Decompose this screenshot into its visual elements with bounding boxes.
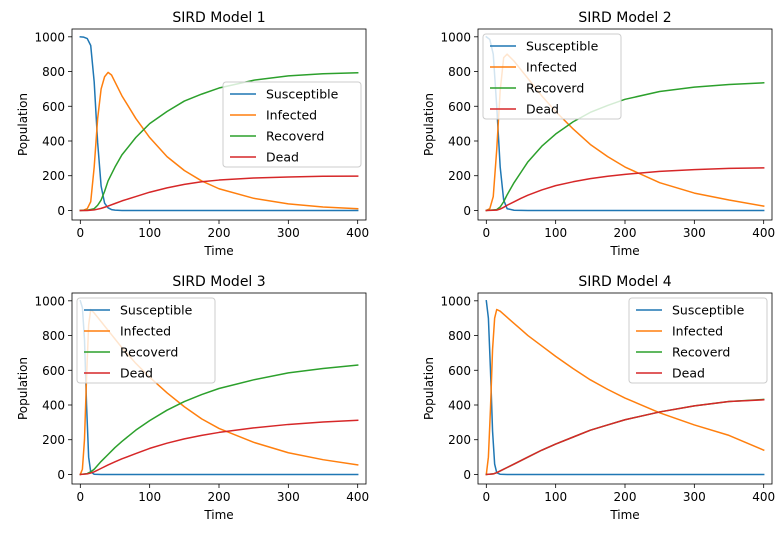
y-tick-label: 800 [448, 329, 471, 343]
series-line-recoverd [485, 82, 765, 212]
y-tick-label: 600 [448, 364, 471, 378]
x-tick-label: 400 [752, 490, 775, 504]
series-line-recoverd [79, 71, 359, 212]
series-line-dead [485, 399, 765, 476]
legend-box [76, 297, 216, 384]
y-tick-label: 800 [448, 65, 471, 79]
legend-label: Dead [120, 366, 153, 381]
y-tick-label: 800 [42, 65, 65, 79]
series-group [79, 35, 359, 212]
legend-box [222, 81, 362, 168]
legend: Susceptible Infected Recoverd Dead [628, 297, 768, 384]
chart-panel-1: 0 100 200 300 400 0 200 400 600 800 1000 SIRD Model… [16, 10, 369, 258]
y-tick-label: 0 [57, 204, 65, 218]
y-tick-label: 200 [448, 433, 471, 447]
x-tick-label: 300 [277, 226, 300, 240]
x-tick-label: 200 [208, 490, 231, 504]
x-tick-label: 400 [346, 226, 369, 240]
series-line-recoverd [79, 364, 359, 476]
y-tick-label: 0 [463, 204, 471, 218]
x-tick-label: 100 [544, 490, 567, 504]
legend-label: Dead [266, 150, 299, 165]
x-tick-label: 200 [614, 226, 637, 240]
y-tick-label: 1000 [440, 30, 471, 44]
x-tick-label: 0 [483, 226, 491, 240]
x-tick-label: 100 [138, 490, 161, 504]
y-axis-label: Population [16, 93, 30, 156]
x-axis-label: Time [609, 244, 639, 258]
series-line-infected [485, 308, 765, 476]
legend-label: Infected [672, 324, 723, 339]
y-tick-label: 600 [42, 364, 65, 378]
series-group [485, 299, 765, 476]
legend-label: Recoverd [120, 345, 178, 360]
x-tick-label: 200 [208, 226, 231, 240]
x-axis-label: Time [609, 508, 639, 522]
y-tick-label: 800 [42, 329, 65, 343]
legend-label: Susceptible [672, 303, 745, 318]
x-tick-label: 100 [544, 226, 567, 240]
y-tick-label: 400 [42, 398, 65, 412]
y-tick-label: 0 [57, 468, 65, 482]
y-tick-label: 600 [448, 100, 471, 114]
y-tick-label: 400 [448, 134, 471, 148]
x-tick-label: 300 [683, 490, 706, 504]
x-axis-label: Time [203, 508, 233, 522]
x-tick-label: 0 [77, 490, 85, 504]
x-axis-label: Time [203, 244, 233, 258]
y-tick-label: 200 [42, 169, 65, 183]
x-tick-label: 400 [346, 490, 369, 504]
legend-label: Infected [526, 60, 577, 75]
legend-label: Dead [672, 366, 705, 381]
x-tick-label: 300 [683, 226, 706, 240]
legend-label: Susceptible [120, 303, 193, 318]
x-tick-label: 400 [752, 226, 775, 240]
y-tick-label: 400 [42, 134, 65, 148]
y-tick-label: 400 [448, 398, 471, 412]
series-line-dead [79, 419, 359, 476]
y-tick-label: 1000 [34, 30, 65, 44]
legend-label: Infected [266, 108, 317, 123]
series-line-infected [79, 71, 359, 212]
legend-box [482, 33, 622, 120]
chart-title: SIRD Model 3 [172, 274, 265, 290]
y-tick-label: 200 [42, 433, 65, 447]
series-line-susceptible [79, 35, 359, 212]
legend-label: Susceptible [526, 39, 599, 54]
y-tick-label: 1000 [440, 294, 471, 308]
legend-label: Recoverd [266, 129, 324, 144]
x-tick-label: 100 [138, 226, 161, 240]
y-tick-label: 0 [463, 468, 471, 482]
legend: Susceptible Infected Recoverd Dead [76, 297, 216, 384]
chart-title: SIRD Model 4 [578, 274, 671, 290]
series-line-dead [79, 175, 359, 212]
legend-label: Recoverd [526, 81, 584, 96]
y-tick-label: 200 [448, 169, 471, 183]
legend-label: Recoverd [672, 345, 730, 360]
x-tick-label: 200 [614, 490, 637, 504]
legend-label: Susceptible [266, 87, 339, 102]
legend: Susceptible Infected Recoverd Dead [482, 33, 622, 120]
series-line-recoverd [485, 398, 765, 476]
chart-title: SIRD Model 2 [578, 10, 671, 26]
legend-label: Dead [526, 102, 559, 117]
legend: Susceptible Infected Recoverd Dead [222, 81, 362, 168]
chart-panel-3: 0 100 200 300 400 0 200 400 600 800 1000 SIRD Model… [16, 274, 369, 522]
x-tick-label: 0 [483, 490, 491, 504]
y-tick-label: 600 [42, 100, 65, 114]
chart-panel-2: 0 100 200 300 400 0 200 400 600 800 1000 SIRD Model… [422, 10, 775, 258]
legend-label: Infected [120, 324, 171, 339]
y-axis-label: Population [422, 357, 436, 420]
y-axis-label: Population [422, 93, 436, 156]
series-line-dead [485, 167, 765, 212]
y-tick-label: 1000 [34, 294, 65, 308]
x-tick-label: 0 [77, 226, 85, 240]
legend-box [628, 297, 768, 384]
x-tick-label: 300 [277, 490, 300, 504]
chart-panel-4: 0 100 200 300 400 0 200 400 600 800 1000 SIRD Model… [422, 274, 775, 522]
series-line-susceptible [485, 299, 765, 476]
y-axis-label: Population [16, 357, 30, 420]
chart-title: SIRD Model 1 [172, 10, 265, 26]
